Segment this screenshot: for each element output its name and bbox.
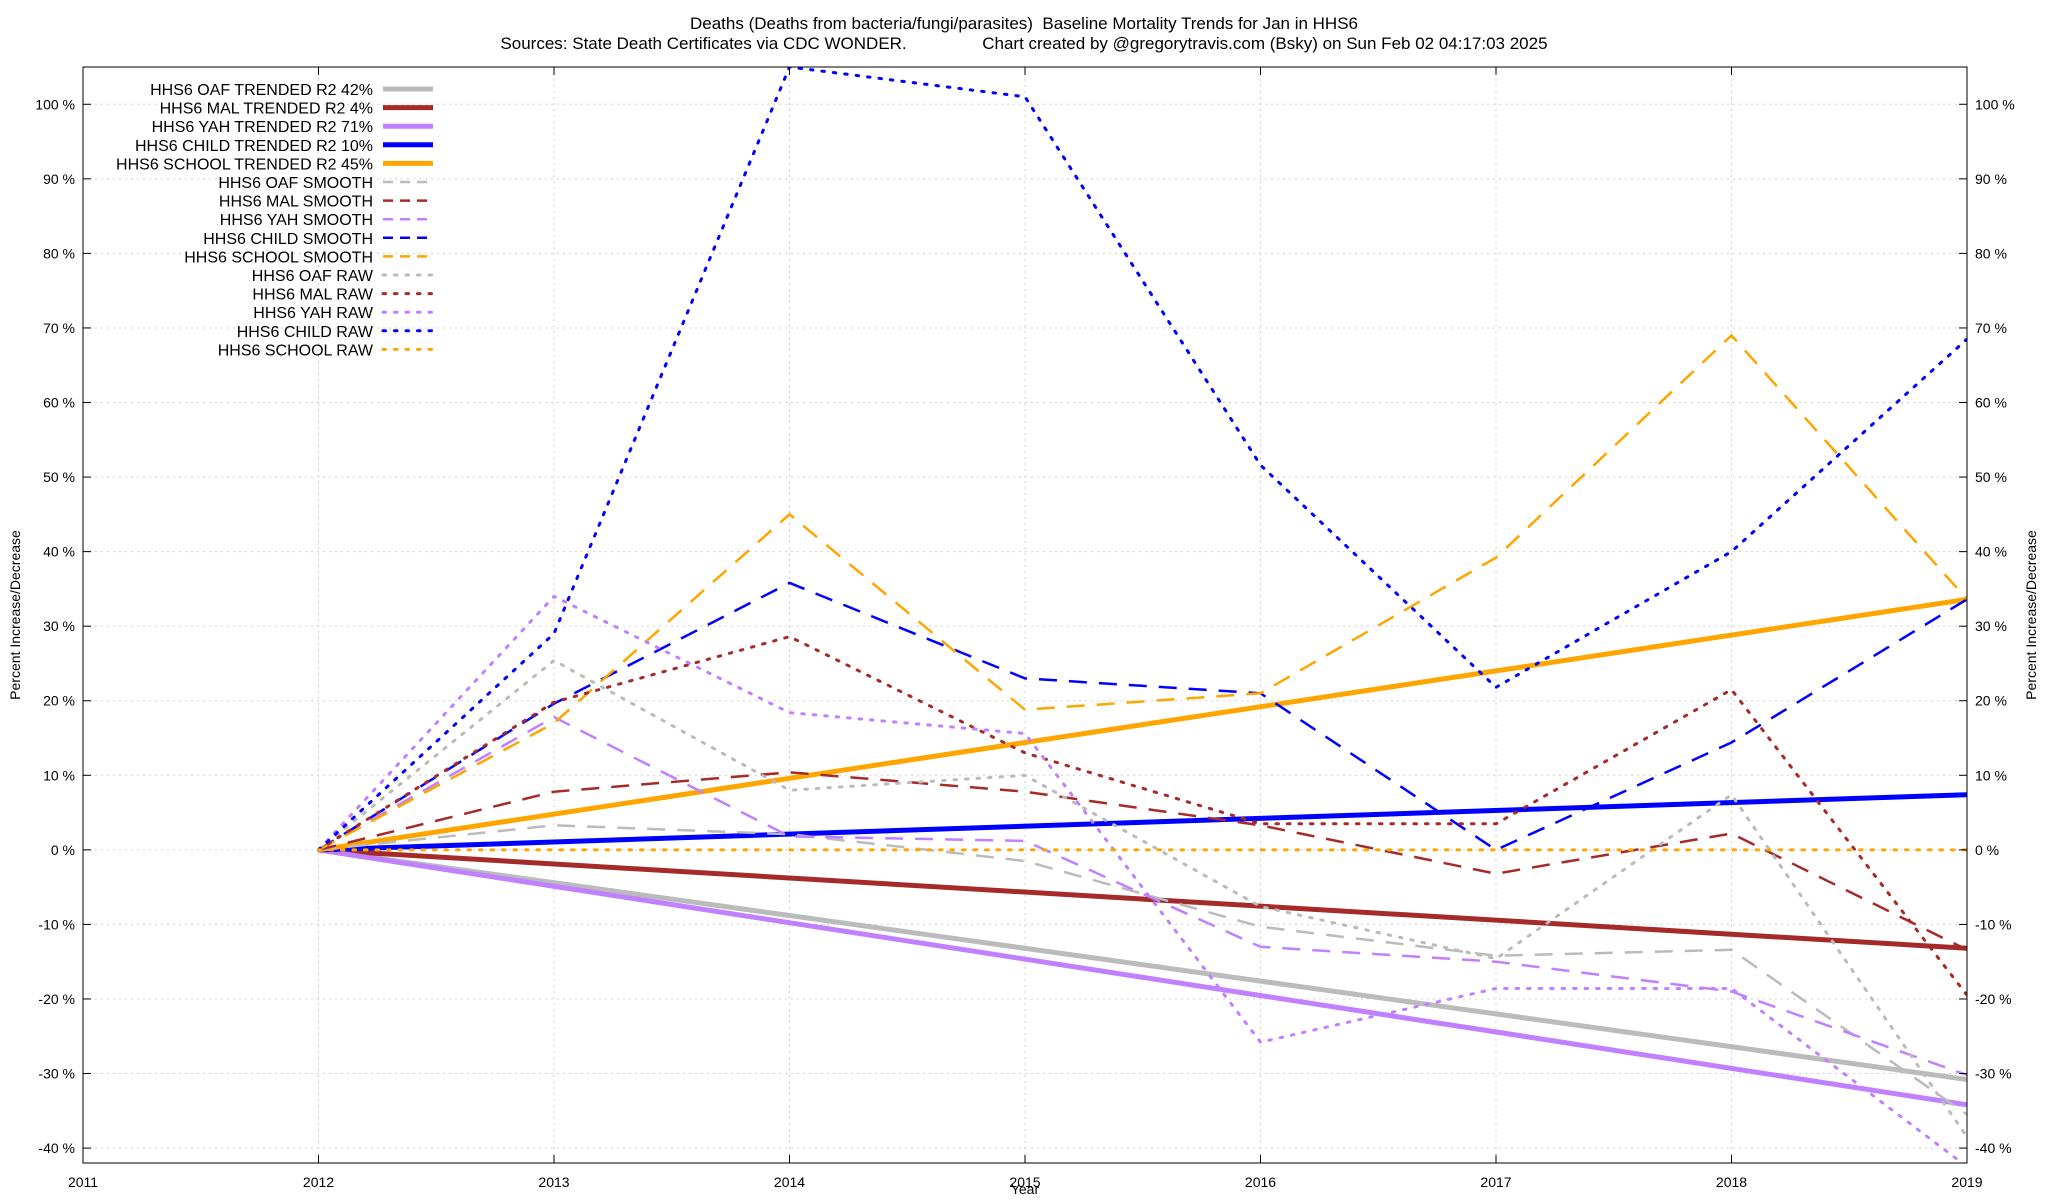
y2-tick-label: -20 %	[1975, 991, 2012, 1007]
y-tick-label: 70 %	[43, 320, 75, 336]
series-line-hhs6-child-trended	[318, 792, 1967, 853]
legend-label: HHS6 SCHOOL SMOOTH	[184, 249, 373, 266]
series-line-hhs6-yah-smooth	[317, 715, 1967, 1077]
legend-label: HHS6 MAL RAW	[252, 287, 374, 304]
legend-label: HHS6 YAH RAW	[253, 305, 374, 322]
legend-label: HHS6 CHILD SMOOTH	[203, 231, 373, 248]
y-tick-label: 0 %	[51, 842, 75, 858]
y-tick-label: -10 %	[38, 916, 75, 932]
x-tick-label: 2013	[538, 1174, 569, 1190]
y2-tick-label: 50 %	[1975, 469, 2007, 485]
y-tick-label: -20 %	[38, 991, 75, 1007]
legend-label: HHS6 SCHOOL RAW	[218, 342, 374, 359]
legend-label: HHS6 YAH SMOOTH	[220, 212, 373, 229]
legend-label: HHS6 OAF TRENDED R2 42%	[150, 82, 373, 99]
series-line-hhs6-yah-raw	[317, 594, 1965, 1163]
series-line-hhs6-mal-trended	[318, 847, 1967, 951]
x-tick-label: 2019	[1951, 1174, 1982, 1190]
legend-label: HHS6 OAF RAW	[252, 268, 374, 285]
y2-tick-label: 70 %	[1975, 320, 2007, 336]
series-line-hhs6-oaf-smooth	[318, 824, 1967, 1116]
legend-label: HHS6 SCHOOL TRENDED R2 45%	[116, 156, 373, 173]
y-tick-label: 50 %	[43, 469, 75, 485]
y-tick-label: 20 %	[43, 693, 75, 709]
x-tick-label: 2018	[1716, 1174, 1747, 1190]
y2-tick-label: 20 %	[1975, 693, 2007, 709]
chart-subtitle: Sources: State Death Certificates via CD…	[500, 34, 1548, 53]
y2-axis-label: Percent Increase/Decrease	[2023, 530, 2039, 700]
x-axis-label: Year	[1011, 1181, 1040, 1197]
legend-label: HHS6 OAF SMOOTH	[218, 175, 373, 192]
legend-label: HHS6 MAL TRENDED R2 4%	[160, 101, 373, 118]
legend-label: HHS6 CHILD RAW	[237, 324, 374, 341]
y-tick-label: 100 %	[35, 96, 75, 112]
series-line-hhs6-oaf-trended	[318, 847, 1967, 1082]
series-line-hhs6-child-smooth	[317, 581, 1967, 852]
y2-tick-label: -40 %	[1975, 1140, 2012, 1156]
x-tick-label: 2012	[303, 1174, 334, 1190]
y-tick-label: 30 %	[43, 618, 75, 634]
y2-tick-label: 30 %	[1975, 618, 2007, 634]
y-tick-label: 80 %	[43, 245, 75, 261]
series-line-hhs6-yah-trended	[318, 847, 1967, 1108]
y2-tick-label: 40 %	[1975, 544, 2007, 560]
y2-tick-label: -30 %	[1975, 1066, 2012, 1082]
y2-tick-label: 10 %	[1975, 767, 2007, 783]
y2-tick-label: 100 %	[1975, 96, 2015, 112]
series-line-hhs6-school-trended	[318, 596, 1967, 853]
series-line-hhs6-child-raw	[317, 67, 1967, 852]
y-tick-label: 60 %	[43, 395, 75, 411]
x-tick-label: 2017	[1480, 1174, 1511, 1190]
series-line-hhs6-oaf-raw	[317, 658, 1967, 1139]
legend-label: HHS6 YAH TRENDED R2 71%	[152, 119, 373, 136]
y2-tick-label: 0 %	[1975, 842, 1999, 858]
y-tick-label: -30 %	[38, 1066, 75, 1082]
chart-title: Deaths (Deaths from bacteria/fungi/paras…	[689, 14, 1358, 33]
series-line-hhs6-school-smooth	[317, 333, 1967, 852]
y-tick-label: -40 %	[38, 1140, 75, 1156]
series-line-hhs6-mal-smooth	[318, 771, 1967, 951]
y-tick-label: 40 %	[43, 544, 75, 560]
series-line-hhs6-mal-raw	[317, 635, 1967, 997]
y2-tick-label: 80 %	[1975, 245, 2007, 261]
y2-tick-label: -10 %	[1975, 916, 2012, 932]
y-tick-label: 10 %	[43, 767, 75, 783]
legend-label: HHS6 CHILD TRENDED R2 10%	[135, 138, 373, 155]
x-tick-label: 2016	[1245, 1174, 1276, 1190]
y2-tick-label: 90 %	[1975, 171, 2007, 187]
y2-tick-label: 60 %	[1975, 395, 2007, 411]
y-axis-label: Percent Increase/Decrease	[7, 530, 23, 700]
x-tick-label: 2011	[68, 1174, 98, 1190]
x-tick-label: 2014	[774, 1174, 805, 1190]
y-tick-label: 90 %	[43, 171, 75, 187]
x-tick-label: 2015	[1009, 1174, 1040, 1190]
legend-label: HHS6 MAL SMOOTH	[219, 194, 373, 211]
